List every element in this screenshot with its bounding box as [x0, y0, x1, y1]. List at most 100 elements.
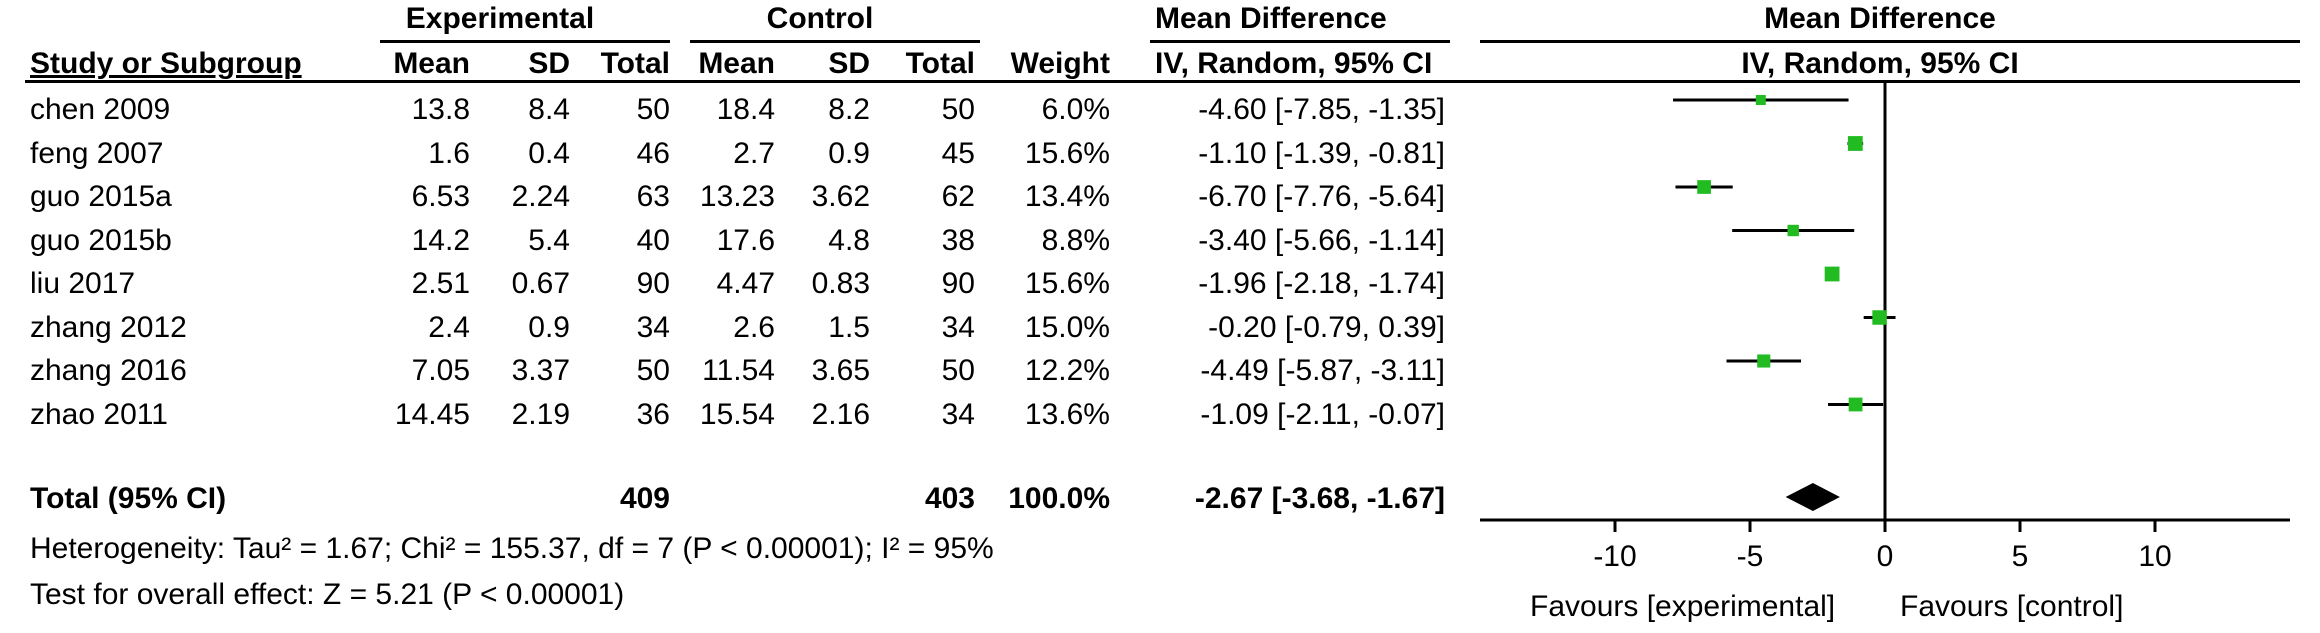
ci-text: -4.49 [-5.87, -3.11] — [1200, 354, 1445, 387]
effect-marker — [1848, 397, 1863, 412]
exp-mean: 6.53 — [411, 180, 470, 213]
ci-text: -4.60 [-7.85, -1.35] — [1198, 93, 1445, 126]
exp-mean: 14.2 — [411, 223, 470, 257]
x-tick-label: -10 — [1593, 540, 1636, 573]
ctrl-sd: 1.5 — [828, 310, 870, 344]
exp-mean: 14.45 — [394, 397, 470, 431]
exp-mean: 2.51 — [411, 267, 470, 300]
study-name: zhang 2016 — [30, 354, 187, 387]
weight: 13.4% — [1024, 180, 1110, 213]
exp-mean: 1.6 — [428, 136, 470, 170]
study-name: zhang 2012 — [30, 310, 187, 344]
ctrl-sd: 0.83 — [811, 267, 870, 300]
effect-marker — [1847, 136, 1863, 151]
study-name: guo 2015a — [30, 180, 172, 213]
weight: 6.0% — [1041, 93, 1110, 126]
ctrl-mean: 4.47 — [716, 267, 775, 300]
ci-text: -1.09 [-2.11, -0.07] — [1200, 397, 1445, 431]
study-or-subgroup-header: Study or Subgroup — [30, 47, 302, 80]
effect-marker — [1755, 95, 1766, 105]
weight: 12.2% — [1024, 354, 1110, 387]
total-ctrl-n: 403 — [924, 482, 975, 515]
ctrl-total: 38 — [941, 223, 975, 257]
exp-sd: 0.4 — [528, 136, 570, 170]
exp-sd-header: SD — [528, 47, 570, 80]
exp-sd: 5.4 — [528, 223, 570, 257]
favours-control-label: Favours [control] — [1900, 590, 2124, 623]
plot-title: Mean Difference — [1764, 2, 1996, 35]
ctrl-total: 62 — [941, 180, 975, 213]
study-name: feng 2007 — [30, 136, 164, 170]
exp-total: 34 — [636, 310, 670, 344]
x-tick-label: 10 — [2138, 540, 2171, 573]
ci-text: -3.40 [-5.66, -1.14] — [1198, 223, 1445, 257]
ctrl-mean: 2.7 — [733, 136, 775, 170]
control-underline — [690, 40, 980, 43]
ctrl-total-header: Total — [905, 47, 975, 80]
weight: 15.0% — [1024, 310, 1110, 344]
x-tick-label: -5 — [1737, 540, 1764, 573]
ctrl-sd: 3.62 — [811, 180, 870, 213]
exp-sd: 2.19 — [511, 397, 570, 431]
exp-mean-header: Mean — [393, 47, 470, 80]
x-tick-label: 0 — [1877, 540, 1894, 573]
effect-marker — [1824, 266, 1840, 282]
ctrl-total: 34 — [941, 397, 975, 431]
ci-text: -6.70 [-7.76, -5.64] — [1198, 180, 1445, 213]
exp-sd: 0.9 — [528, 310, 570, 344]
exp-mean: 7.05 — [411, 354, 470, 387]
total-label: Total (95% CI) — [30, 482, 227, 515]
study-name: liu 2017 — [30, 267, 136, 300]
ctrl-sd: 3.65 — [811, 354, 870, 387]
ctrl-mean: 15.54 — [699, 397, 775, 431]
mean-difference-underline — [1150, 40, 1450, 43]
exp-total: 90 — [636, 267, 670, 300]
effect-marker — [1697, 180, 1711, 194]
favours-experimental-label: Favours [experimental] — [1530, 590, 1836, 623]
exp-total: 50 — [636, 93, 670, 126]
ctrl-total: 90 — [941, 267, 975, 300]
exp-total: 46 — [636, 136, 670, 170]
experimental-underline — [380, 40, 670, 43]
exp-sd: 2.24 — [511, 180, 570, 213]
ctrl-sd: 4.8 — [828, 223, 870, 257]
ctrl-mean: 13.23 — [699, 180, 775, 213]
ctrl-mean: 17.6 — [716, 223, 775, 257]
ctrl-total: 45 — [941, 136, 975, 170]
total-weight: 100.0% — [1008, 482, 1110, 515]
pooled-diamond — [1785, 483, 1840, 511]
exp-mean: 13.8 — [411, 93, 470, 126]
ci-text: -1.96 [-2.18, -1.74] — [1198, 267, 1445, 300]
exp-total: 50 — [636, 354, 670, 387]
effect-marker — [1872, 310, 1887, 325]
plot-header-underline — [1480, 40, 2300, 43]
method-header: IV, Random, 95% CI — [1155, 47, 1433, 80]
control-group-header: Control — [766, 2, 874, 35]
exp-total: 40 — [636, 223, 670, 257]
weight: 8.8% — [1041, 223, 1110, 257]
study-name: chen 2009 — [30, 93, 171, 126]
ci-text: -0.20 [-0.79, 0.39] — [1208, 310, 1445, 344]
ctrl-sd: 0.9 — [828, 136, 870, 170]
ctrl-mean: 18.4 — [716, 93, 775, 126]
total-exp-n: 409 — [619, 482, 670, 515]
heterogeneity-text: Heterogeneity: Tau² = 1.67; Chi² = 155.3… — [30, 532, 994, 565]
ctrl-sd-header: SD — [828, 47, 870, 80]
exp-sd: 3.37 — [511, 354, 570, 387]
ctrl-total: 50 — [941, 354, 975, 387]
ctrl-sd: 8.2 — [828, 93, 870, 126]
weight: 13.6% — [1024, 397, 1110, 431]
effect-marker — [1757, 354, 1771, 368]
exp-total: 63 — [636, 180, 670, 213]
mean-difference-header: Mean Difference — [1155, 2, 1387, 35]
exp-sd: 0.67 — [511, 267, 570, 300]
weight: 15.6% — [1024, 267, 1110, 300]
ctrl-sd: 2.16 — [811, 397, 870, 431]
ctrl-total: 34 — [941, 310, 975, 344]
ci-text: -1.10 [-1.39, -0.81] — [1198, 136, 1445, 170]
exp-mean: 2.4 — [428, 310, 470, 344]
study-name: guo 2015b — [30, 223, 172, 257]
ctrl-total: 50 — [941, 93, 975, 126]
exp-total: 36 — [636, 397, 670, 431]
